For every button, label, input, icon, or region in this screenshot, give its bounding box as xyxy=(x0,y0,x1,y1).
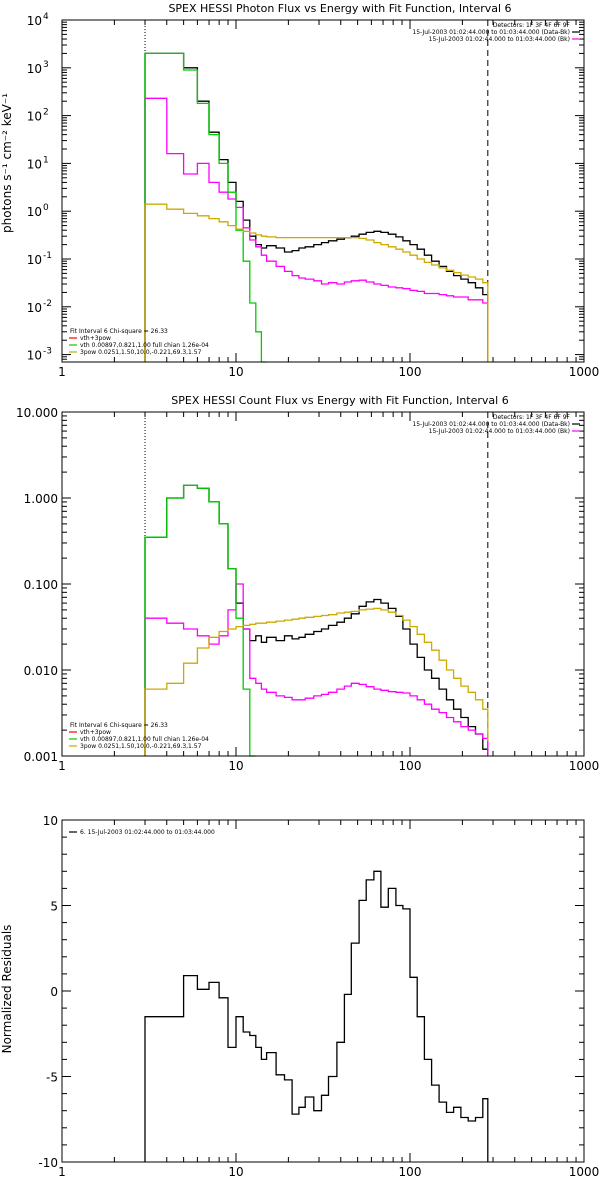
legend-entry: Fit Interval 6 Chi-square = 26.33 xyxy=(70,328,168,335)
y-tick-label: 10 xyxy=(27,205,42,219)
legend-entry: 3pow 0.0251,1.50,10.0,-0.221,69.3,1.57 xyxy=(80,743,202,750)
series-line xyxy=(144,583,489,756)
x-tick-label: 1000 xyxy=(569,759,600,773)
y-tick-exponent: 0 xyxy=(43,203,49,213)
interval-legend: 6. 15-Jul-2003 01:02:44.000 to 01:03:44.… xyxy=(69,829,215,836)
plot-frame xyxy=(61,819,585,1163)
y-tick-label: -10 xyxy=(38,1156,58,1170)
y-tick-label: 10 xyxy=(27,14,42,28)
y-tick-exponent: 1 xyxy=(43,155,49,165)
header-line: 15-Jul-2003 01:02:44.000 to 01:03:44.000… xyxy=(412,29,570,36)
y-tick-label: 10 xyxy=(27,349,42,363)
header-line: 15-Jul-2003 01:02:44.000 to 01:03:44.000… xyxy=(429,36,570,43)
x-tick-label: 10 xyxy=(228,365,243,379)
x-tick-label: 1 xyxy=(58,365,66,379)
y-tick-label: 10 xyxy=(27,301,42,315)
y-tick-label: 10 xyxy=(27,157,42,171)
y-tick-exponent: 2 xyxy=(43,108,49,118)
chart-title: SPEX HESSI Count Flux vs Energy with Fit… xyxy=(171,394,508,407)
header-line: 15-Jul-2003 01:02:44.000 to 01:03:44.000… xyxy=(429,428,570,435)
series-line xyxy=(144,52,489,362)
header-line: 15-Jul-2003 01:02:44.000 to 01:03:44.000… xyxy=(412,421,570,428)
y-tick-label: 1.000 xyxy=(24,492,58,506)
y-tick-label: 0.001 xyxy=(24,750,58,764)
y-tick-label: 0 xyxy=(50,985,58,999)
y-tick-label: 10 xyxy=(27,62,42,76)
y-tick-exponent: 4 xyxy=(43,12,49,22)
x-tick-label: 100 xyxy=(399,759,422,773)
x-tick-label: 100 xyxy=(399,1165,422,1179)
legend-entry: vth+3pow xyxy=(80,335,111,342)
series-line xyxy=(144,203,489,362)
fit-legend: Fit Interval 6 Chi-square = 26.33vth+3po… xyxy=(69,722,209,750)
count-flux-chart: SPEX HESSI Count Flux vs Energy with Fit… xyxy=(16,394,600,773)
y-tick-base: 10 xyxy=(27,14,42,28)
y-tick-base: 10 xyxy=(27,205,42,219)
x-tick-label: 1 xyxy=(58,759,66,773)
header-line: Detectors: 1F 3F 4F 6F 9F xyxy=(493,22,571,29)
x-tick-label: 10 xyxy=(228,759,243,773)
x-tick-label: 100 xyxy=(399,365,422,379)
y-tick-label: -5 xyxy=(46,1071,58,1085)
y-tick-base: 10 xyxy=(27,157,42,171)
header-line: Detectors: 1F 3F 4F 6F 9F xyxy=(493,414,571,421)
plot-frame xyxy=(61,411,585,757)
legend-entry: Fit Interval 6 Chi-square = 26.33 xyxy=(70,722,168,729)
series-line xyxy=(144,870,489,1162)
y-tick-label: 5 xyxy=(50,900,58,914)
y-tick-exponent: -2 xyxy=(43,299,52,309)
plot-frame xyxy=(61,19,585,363)
y-tick-exponent: -1 xyxy=(43,251,52,261)
residuals-chart: Normalized Residuals -10 -5 0 5 10 1 10 100 100… xyxy=(0,814,600,1179)
y-tick-label: 10.000 xyxy=(16,406,58,420)
y-tick-exponent: -3 xyxy=(43,347,52,357)
y-tick-base: 10 xyxy=(27,110,42,124)
y-tick-base: 10 xyxy=(27,349,42,363)
series-line xyxy=(144,484,489,756)
fit-legend: Fit Interval 6 Chi-square = 26.33vth+3po… xyxy=(69,328,209,356)
y-tick-base: 10 xyxy=(27,301,42,315)
x-tick-label: 10 xyxy=(228,1165,243,1179)
y-axis-label: Normalized Residuals xyxy=(0,925,14,1054)
x-tick-label: 1000 xyxy=(569,365,600,379)
legend-entry: 6. 15-Jul-2003 01:02:44.000 to 01:03:44.… xyxy=(80,829,215,836)
y-tick-label: 10 xyxy=(43,814,58,828)
legend-entry: vth 0.00897,0.821,1.00 full chian 1.26e-… xyxy=(80,342,209,349)
y-tick-label: 10 xyxy=(27,253,42,267)
y-tick-label: 0.100 xyxy=(24,578,58,592)
y-tick-label: 10 xyxy=(27,110,42,124)
series-line xyxy=(144,484,256,757)
y-tick-base: 10 xyxy=(27,253,42,267)
y-tick-base: 10 xyxy=(27,62,42,76)
series-line xyxy=(144,97,489,362)
y-tick-exponent: 3 xyxy=(43,60,49,70)
legend-entry: 3pow 0.0251,1.50,10.0,-0.221,69.3,1.57 xyxy=(80,349,202,356)
series-line xyxy=(144,607,489,756)
series-line xyxy=(144,52,267,363)
x-tick-label: 1 xyxy=(58,1165,66,1179)
y-axis-label: photons s⁻¹ cm⁻² keV⁻¹ xyxy=(0,93,14,233)
x-tick-label: 1000 xyxy=(569,1165,600,1179)
chart-title: SPEX HESSI Photon Flux vs Energy with Fi… xyxy=(168,2,511,15)
legend-entry: vth+3pow xyxy=(80,729,111,736)
photon-flux-chart: SPEX HESSI Photon Flux vs Energy with Fi… xyxy=(0,2,600,379)
legend-entry: vth 0.00897,0.821,1.00 full chian 1.26e-… xyxy=(80,736,209,743)
y-tick-label: 0.010 xyxy=(24,664,58,678)
